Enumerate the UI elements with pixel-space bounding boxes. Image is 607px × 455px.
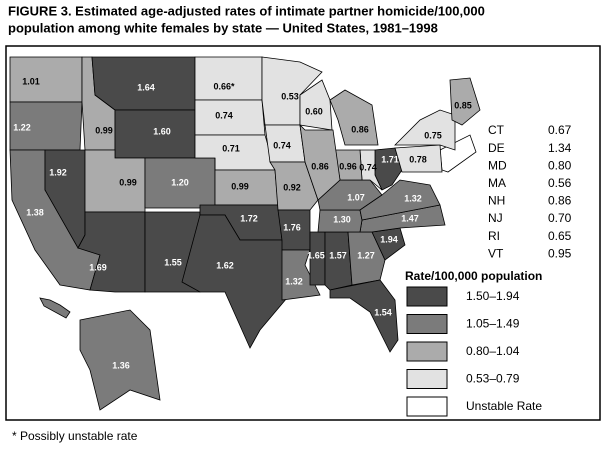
state-value-label: 1.92 [49, 167, 67, 177]
state-value-label: 1.38 [26, 207, 44, 217]
legend-label: Unstable Rate [466, 399, 542, 413]
state-value-label: 1.36 [112, 360, 130, 370]
state-value-label: 1.69 [89, 262, 107, 272]
state-region [79, 309, 161, 411]
state-value-label: 0.99 [95, 125, 113, 135]
state-value-label: 1.62 [216, 260, 234, 270]
state-value-label: 1.47 [401, 213, 419, 223]
state-region [449, 77, 481, 126]
title-line: FIGURE 3. Estimated age-adjusted rates o… [8, 3, 485, 18]
state-value-label: 0.74 [359, 162, 377, 172]
state-value-label: 1.76 [283, 222, 301, 232]
small-state-value: 0.56 [548, 176, 572, 190]
small-state-name: MA [488, 176, 506, 190]
legend-title: Rate/100,000 population [405, 269, 542, 283]
state-region [181, 214, 293, 349]
state-value-label: 1.07 [347, 192, 365, 202]
state-value-label: 1.32 [404, 193, 422, 203]
state-value-label: 1.65 [307, 250, 325, 260]
state-value-label: 1.54 [374, 307, 392, 317]
state-region [329, 279, 399, 353]
small-state-name: RI [488, 229, 500, 243]
state-region [9, 56, 83, 103]
state-value-label: 0.66* [213, 81, 235, 91]
state-value-label: 0.96 [339, 161, 357, 171]
state-value-label: 0.99 [119, 177, 137, 187]
state-value-label: 0.99 [231, 181, 249, 191]
state-value-label: 0.71 [222, 143, 240, 153]
state-value-label: 0.53 [281, 91, 299, 101]
state-region [329, 89, 379, 146]
state-value-label: 0.75 [424, 130, 442, 140]
state-value-label: 1.27 [357, 250, 375, 260]
small-state-name: DE [488, 141, 505, 155]
state-value-label: 0.74 [273, 140, 291, 150]
state-value-label: 1.01 [22, 76, 40, 86]
legend-swatch [406, 396, 448, 417]
state-region [324, 231, 353, 291]
state-value-label: 0.74 [215, 110, 233, 120]
small-state-name: MD [488, 158, 507, 172]
state-value-label: 1.32 [285, 276, 303, 286]
state-value-label: 1.72 [240, 213, 258, 223]
state-value-label: 1.22 [13, 122, 31, 132]
legend-swatch [406, 286, 448, 307]
small-state-value: 0.95 [548, 246, 572, 260]
legend-label: 0.53–0.79 [466, 372, 520, 386]
state-value-label: 1.94 [380, 234, 398, 244]
small-state-name: NH [488, 194, 505, 208]
title-line: population among white females by state … [8, 20, 438, 35]
legend-label: 1.05–1.49 [466, 317, 520, 331]
state-value-label: 1.30 [333, 214, 351, 224]
state-region [299, 123, 341, 201]
state-value-label: 1.19 [43, 287, 61, 297]
small-state-value: 0.80 [548, 158, 572, 172]
small-state-value: 0.67 [548, 123, 572, 137]
legend-swatch [406, 314, 448, 334]
small-state-name: VT [488, 246, 504, 260]
legend-label: 0.80–1.04 [466, 344, 520, 358]
state-region [359, 179, 441, 221]
small-state-name: CT [488, 123, 505, 137]
state-value-label: 1.20 [171, 177, 189, 187]
map-labels: 1.01 1.22 1.38 1.92 0.99 1.64 1.60 0.99 1.20 1.69… [13, 76, 472, 370]
state-region [39, 297, 71, 319]
state-value-label: 0.60 [305, 106, 323, 116]
state-region [394, 144, 443, 173]
state-value-label: 0.85 [454, 100, 472, 110]
small-state-value: 0.70 [548, 211, 572, 225]
state-value-label: 1.71 [381, 154, 399, 164]
state-value-label: 1.64 [137, 82, 155, 92]
small-state-value: 0.65 [548, 229, 572, 243]
state-region [194, 56, 263, 101]
state-region [299, 79, 333, 131]
state-value-label: 0.92 [283, 182, 301, 192]
state-value-label: 1.60 [153, 126, 171, 136]
state-value-label: 0.86 [351, 124, 369, 134]
frame [5, 45, 601, 421]
legend-swatch [406, 369, 448, 389]
map [9, 56, 481, 411]
small-state-name: NJ [488, 211, 503, 225]
state-value-label: 1.55 [164, 257, 182, 267]
state-value-label: 1.57 [329, 250, 347, 260]
state-value-label: 0.78 [409, 154, 427, 164]
legend-swatch [406, 341, 448, 362]
small-state-value: 1.34 [548, 141, 572, 155]
state-value-label: 0.86 [311, 161, 329, 171]
legend-label: 1.50–1.94 [466, 289, 520, 303]
footnote: * Possibly unstable rate [12, 429, 138, 443]
small-state-value: 0.86 [548, 194, 572, 208]
